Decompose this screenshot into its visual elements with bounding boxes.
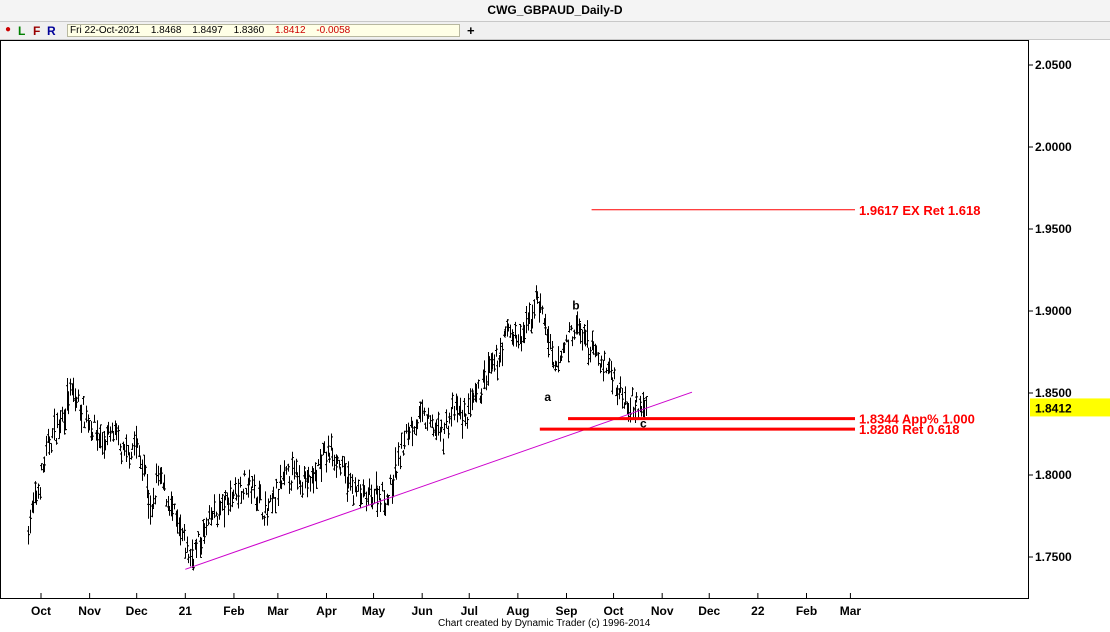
y-axis-panel xyxy=(1028,40,1110,598)
x-tick-label: 22 xyxy=(751,604,765,618)
level-label: 1.9617 EX Ret 1.618 xyxy=(859,203,980,218)
x-tick-label: Oct xyxy=(31,604,51,618)
y-tick-label: 2.0000 xyxy=(1035,140,1072,154)
y-tick-label: 1.8000 xyxy=(1035,468,1072,482)
trendline[interactable] xyxy=(185,391,693,570)
x-tick-label: May xyxy=(362,604,386,618)
price-bars xyxy=(27,285,648,571)
ohlc-readout: Fri 22-Oct-2021 1.8468 1.8497 1.8360 1.8… xyxy=(67,24,460,37)
price-chart[interactable]: 2.0500 2.0000 1.9500 1.9000 1.8500 1.8000 1.75… xyxy=(0,40,1110,618)
ohlc-close: 1.8412 xyxy=(274,25,306,36)
wave-label: a xyxy=(544,390,551,404)
x-tick-label: Oct xyxy=(604,604,624,618)
ohlc-date: Fri 22-Oct-2021 xyxy=(70,25,141,36)
chart-credit: Chart created by Dynamic Trader (c) 1996… xyxy=(438,618,651,629)
chart-title: CWG_GBPAUD_Daily-D xyxy=(487,3,623,17)
x-tick-label: Apr xyxy=(316,604,337,618)
x-tick-label: Feb xyxy=(223,604,244,618)
title-bar: CWG_GBPAUD_Daily-D xyxy=(0,0,1110,22)
toolbar-button-f[interactable]: F xyxy=(33,24,41,38)
toolbar: ● L F R Fri 22-Oct-2021 1.8468 1.8497 1.… xyxy=(0,22,1110,40)
toolbar-button-r[interactable]: R xyxy=(47,24,56,38)
x-tick-label: Jun xyxy=(412,604,433,618)
x-tick-label: Jul xyxy=(461,604,478,618)
x-tick-label: Mar xyxy=(840,604,862,618)
x-tick-label: Nov xyxy=(78,604,101,618)
y-tick-label: 1.7500 xyxy=(1035,550,1072,564)
level-label: 1.8280 Ret 0.618 xyxy=(859,422,959,437)
plot-area xyxy=(0,40,1029,599)
ohlc-change: -0.0058 xyxy=(316,25,351,36)
y-tick-label: 2.0500 xyxy=(1035,58,1072,72)
record-dot-icon[interactable]: ● xyxy=(5,24,12,35)
x-tick-label: Sep xyxy=(555,604,577,618)
x-tick-label: Aug xyxy=(506,604,529,618)
ohlc-high: 1.8497 xyxy=(192,25,223,36)
x-tick-label: Feb xyxy=(796,604,817,618)
y-tick-label: 1.9000 xyxy=(1035,304,1072,318)
y-tick-label: 1.9500 xyxy=(1035,222,1072,236)
x-tick-label: Mar xyxy=(267,604,289,618)
ohlc-open: 1.8468 xyxy=(150,25,182,36)
add-plus-icon[interactable]: + xyxy=(467,23,475,38)
x-tick-label: Dec xyxy=(126,604,148,618)
wave-label: b xyxy=(572,298,579,312)
last-price-marker xyxy=(1030,398,1110,417)
ohlc-low: 1.8360 xyxy=(233,25,265,36)
level-label: 1.8344 App% 1.000 xyxy=(859,412,975,427)
last-price-label: 1.8412 xyxy=(1035,401,1072,415)
x-tick-label: Nov xyxy=(651,604,674,618)
x-tick-label: Dec xyxy=(698,604,720,618)
wave-label: c xyxy=(640,416,647,430)
x-tick-label: 21 xyxy=(179,604,193,618)
toolbar-button-l[interactable]: L xyxy=(18,24,26,38)
y-tick-label: 1.8500 xyxy=(1035,386,1072,400)
